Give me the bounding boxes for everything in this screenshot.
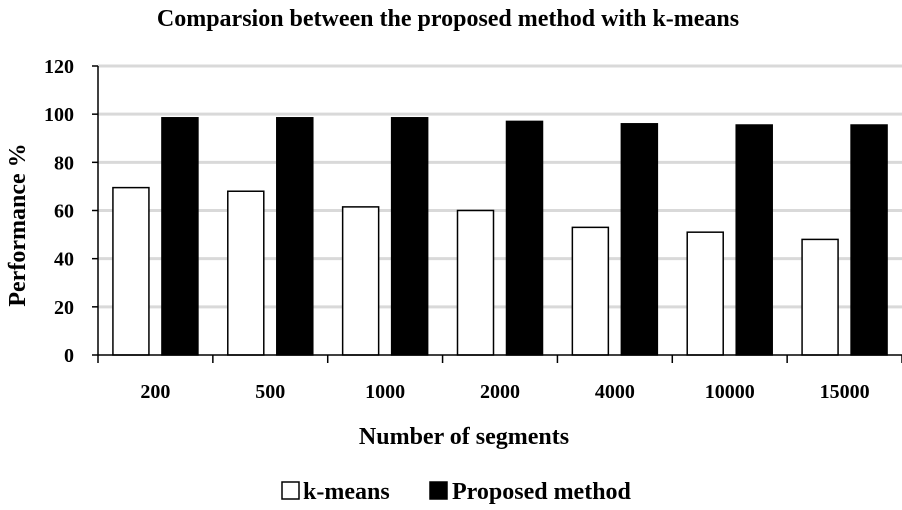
y-tick-label-120: 120	[44, 56, 74, 78]
y-tick-label-0: 0	[64, 345, 74, 367]
x-tick-label-200: 200	[140, 381, 170, 403]
y-tick-label-20: 20	[54, 297, 74, 319]
x-ticks: 200 500 1000 2000 4000 10000 15000	[97, 355, 902, 403]
x-axis-label: Number of segments	[359, 424, 569, 450]
chart-title: Comparsion between the proposed method w…	[157, 6, 739, 32]
legend: k-means Proposed method	[281, 479, 632, 505]
gridlines	[98, 64, 902, 309]
bar-proposed-method-10000	[735, 124, 773, 356]
bar-proposed-method-4000	[620, 123, 659, 356]
y-tick-label-60: 60	[54, 201, 74, 223]
bar-proposed-method-2000	[505, 120, 544, 356]
y-tick-label-100: 100	[44, 104, 74, 126]
legend-label-k-means: k-means	[303, 479, 390, 505]
bar-proposed-method-500	[276, 117, 314, 356]
y-tick-label-40: 40	[54, 249, 74, 271]
bar-k-means-15000	[801, 238, 839, 356]
x-tick-label-4000: 4000	[595, 381, 635, 403]
bar-proposed-method-200	[161, 117, 199, 356]
y-ticks: 0 20 40 60 80 100 120	[44, 56, 98, 367]
y-tick-label-80: 80	[54, 152, 74, 174]
x-tick-label-500: 500	[255, 381, 285, 403]
legend-swatch-k-means	[281, 481, 300, 500]
bar-proposed-method-1000	[390, 117, 429, 356]
y-axis-label: Performance %	[5, 143, 31, 306]
legend-swatch-proposed-method	[429, 481, 448, 500]
bar-k-means-4000	[571, 226, 610, 356]
bar-k-means-500	[227, 190, 265, 356]
bar-k-means-10000	[686, 231, 724, 356]
x-tick-label-1000: 1000	[365, 381, 405, 403]
bar-k-means-2000	[456, 209, 495, 356]
legend-label-proposed-method: Proposed method	[452, 479, 632, 505]
x-tick-label-2000: 2000	[480, 381, 520, 403]
bar-k-means-200	[112, 186, 150, 356]
x-tick-label-15000: 15000	[820, 381, 870, 403]
bar-proposed-method-15000	[850, 124, 888, 356]
x-tick-label-10000: 10000	[705, 381, 755, 403]
bar-k-means-1000	[341, 206, 380, 356]
bars	[112, 117, 888, 356]
